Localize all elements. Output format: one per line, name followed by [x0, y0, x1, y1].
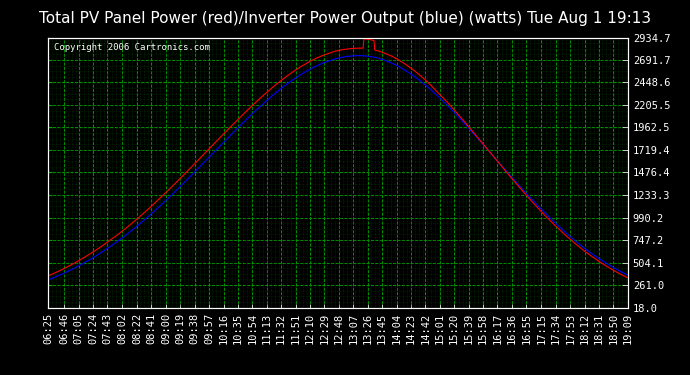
Text: Copyright 2006 Cartronics.com: Copyright 2006 Cartronics.com — [54, 43, 210, 52]
Text: Total PV Panel Power (red)/Inverter Power Output (blue) (watts) Tue Aug 1 19:13: Total PV Panel Power (red)/Inverter Powe… — [39, 11, 651, 26]
